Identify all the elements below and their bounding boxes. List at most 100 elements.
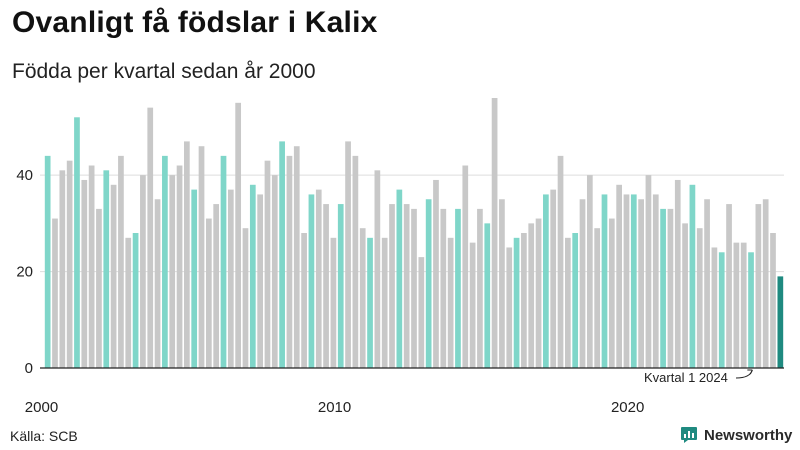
- bar-2014-q1: [455, 208, 461, 368]
- bar-2002-q4: [125, 237, 132, 368]
- bar-2013-q3: [440, 208, 447, 368]
- bar-2025-q1: [777, 276, 784, 368]
- bar-2000-q1: [44, 155, 51, 368]
- bar-2020-q4: [652, 194, 659, 368]
- bar-2021-q2: [667, 208, 674, 368]
- bar-2013-q2: [433, 179, 439, 368]
- bar-2016-q3: [528, 223, 535, 368]
- bar-2017-q2: [550, 189, 557, 368]
- bar-2019-q2: [608, 218, 615, 368]
- bar-2006-q2: [227, 189, 234, 368]
- x-tick-label: 2020: [611, 399, 644, 416]
- bar-2019-q1: [601, 194, 608, 368]
- bar-2012-q4: [418, 257, 425, 368]
- newsworthy-logo-icon: [681, 427, 697, 443]
- bar-2003-q2: [140, 175, 146, 368]
- bar-2018-q2: [579, 199, 586, 368]
- bar-2012-q2: [403, 204, 410, 368]
- bar-2001-q2: [81, 179, 88, 368]
- x-tick-label: 2000: [25, 399, 58, 416]
- bar-2012-q3: [411, 208, 417, 368]
- y-axis-labels: 0 20 40: [16, 167, 33, 377]
- bar-2022-q1: [689, 184, 696, 368]
- bar-2005-q4: [213, 204, 220, 368]
- x-tick-label: 2010: [318, 399, 351, 416]
- bar-2007-q3: [264, 160, 271, 368]
- bar-2011-q4: [389, 204, 395, 368]
- bar-2007-q4: [271, 175, 278, 368]
- bar-2016-q2: [521, 233, 527, 368]
- bar-2023-q4: [740, 242, 747, 368]
- bar-2011-q3: [381, 237, 388, 368]
- bar-2020-q3: [645, 175, 652, 368]
- bar-2003-q3: [147, 107, 154, 368]
- bar-2024-q2: [755, 204, 762, 368]
- bar-2011-q1: [367, 237, 373, 368]
- bar-2013-q1: [425, 199, 432, 368]
- bar-2017-q4: [565, 237, 571, 368]
- bar-2017-q1: [543, 194, 549, 368]
- bar-2005-q1: [191, 189, 198, 368]
- bar-2002-q1: [103, 170, 110, 368]
- bar-2005-q2: [198, 146, 205, 368]
- bar-2014-q3: [469, 242, 476, 368]
- bar-2003-q4: [154, 199, 161, 368]
- bar-2008-q4: [301, 233, 307, 368]
- bar-2024-q3: [762, 199, 769, 368]
- bar-2004-q1: [162, 155, 168, 368]
- bar-2023-q2: [726, 204, 732, 368]
- y-tick-label: 40: [16, 167, 33, 184]
- bar-2022-q3: [704, 199, 710, 368]
- bar-2024-q1: [748, 252, 754, 368]
- bar-2015-q2: [491, 98, 498, 368]
- y-tick-label: 0: [25, 360, 33, 377]
- bar-2020-q2: [638, 199, 644, 368]
- bar-2024-q4: [770, 233, 776, 368]
- bar-2014-q4: [477, 208, 483, 368]
- chart-subtitle: Födda per kvartal sedan år 2000: [12, 60, 316, 83]
- bar-2010-q4: [359, 228, 366, 368]
- bar-series: [44, 98, 784, 368]
- bar-2010-q2: [345, 141, 351, 368]
- brand-name: Newsworthy: [704, 426, 793, 444]
- bar-2010-q3: [352, 155, 359, 368]
- bar-2001-q4: [96, 208, 102, 368]
- bar-2017-q3: [557, 155, 564, 368]
- bar-2016-q1: [513, 237, 520, 368]
- bar-2007-q2: [257, 194, 263, 368]
- brand-logo: Newsworthy: [680, 426, 792, 444]
- bar-2007-q1: [249, 184, 256, 368]
- bar-2008-q2: [286, 155, 293, 368]
- bar-2009-q3: [323, 204, 329, 368]
- bar-2001-q1: [74, 117, 80, 368]
- bar-2009-q1: [308, 194, 315, 368]
- bar-2006-q1: [220, 155, 227, 368]
- bar-2000-q4: [66, 160, 73, 368]
- bar-2021-q4: [682, 223, 688, 368]
- bar-2018-q3: [586, 175, 593, 368]
- source-note: Källa: SCB: [10, 428, 78, 444]
- bar-2020-q1: [630, 194, 637, 368]
- bar-2002-q3: [118, 155, 124, 368]
- annotation-arrowhead: [747, 369, 753, 375]
- bar-2009-q2: [315, 189, 322, 368]
- bar-2018-q1: [572, 233, 579, 368]
- bar-2023-q1: [718, 252, 725, 368]
- bar-2012-q1: [396, 189, 403, 368]
- bar-2014-q2: [462, 165, 469, 368]
- bar-2009-q4: [330, 237, 337, 368]
- bar-2004-q4: [184, 141, 190, 368]
- bar-2018-q4: [594, 228, 601, 368]
- bar-2001-q3: [88, 165, 95, 368]
- bar-2015-q3: [499, 199, 505, 368]
- bar-2021-q3: [674, 179, 681, 368]
- chart-title: Ovanligt få födslar i Kalix: [12, 6, 378, 39]
- bar-2015-q1: [484, 223, 491, 368]
- bar-2011-q2: [374, 170, 381, 368]
- bar-2023-q3: [733, 242, 740, 368]
- bar-2000-q3: [59, 170, 66, 368]
- y-tick-label: 20: [16, 264, 33, 281]
- bar-2013-q4: [447, 237, 454, 368]
- bar-2004-q3: [176, 165, 183, 368]
